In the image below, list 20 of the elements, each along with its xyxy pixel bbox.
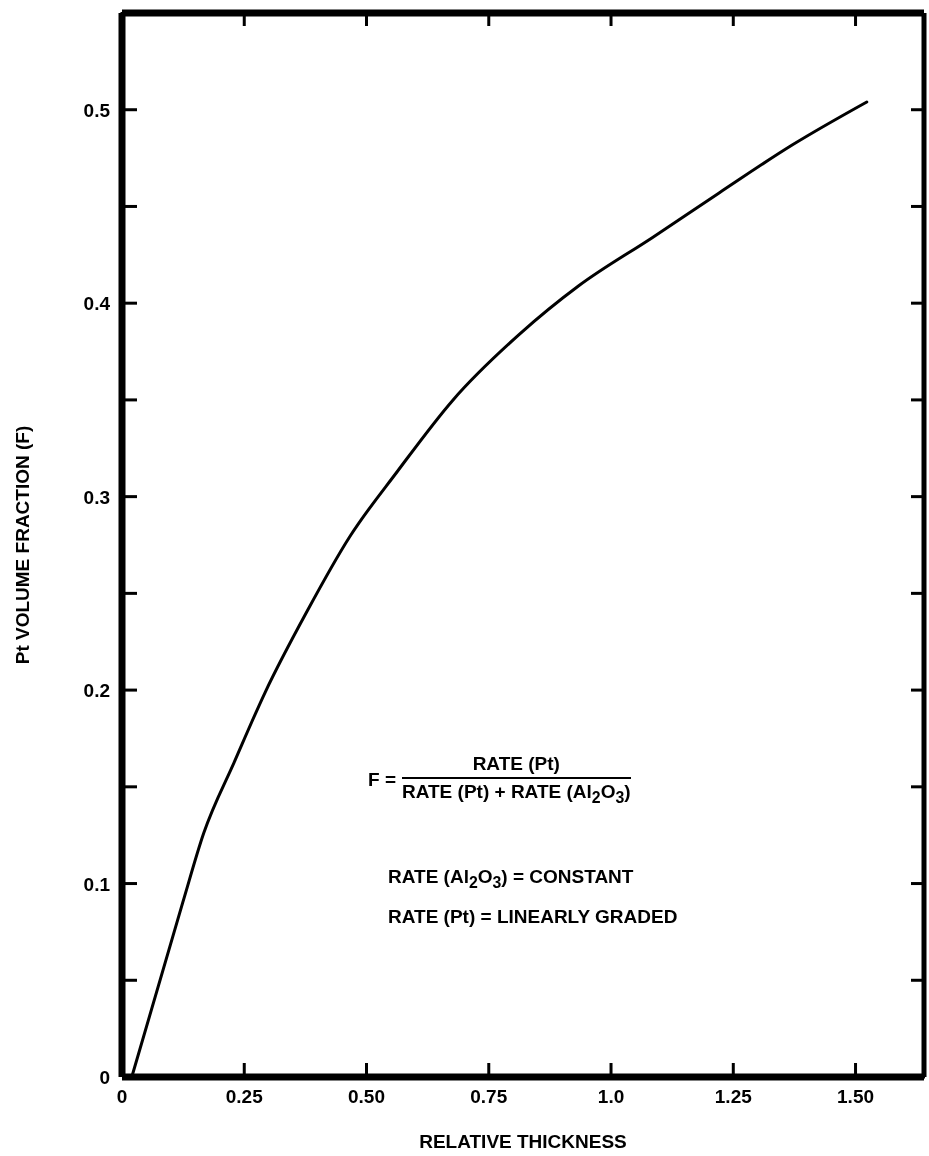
x-tick-label: 0.25 (225, 1086, 264, 1107)
y-tick-label: 0 (99, 1067, 110, 1088)
annotation: RATE (Pt) = LINEARLY GRADED (388, 906, 678, 928)
x-axis-title: RELATIVE THICKNESS (419, 1131, 627, 1152)
x-tick-label: 0.75 (470, 1086, 508, 1107)
annotation: RATE (Pt) + RATE (Al$_{2}$O$_{3}$) (401, 780, 631, 807)
annotation: RATE (Al$_{2}$O$_{3}$) = CONSTANT (388, 866, 634, 892)
y-tick-label: 0.1 (83, 873, 111, 895)
x-tick-label: 0 (116, 1086, 128, 1107)
annotation: RATE (Pt) (401, 753, 631, 779)
y-tick-label: 0.3 (83, 486, 110, 508)
y-tick-label: 0.2 (83, 680, 110, 702)
annotation: F = (368, 768, 396, 791)
x-tick-label: 1.0 (597, 1086, 625, 1107)
y-tick-label: 0.4 (83, 293, 111, 315)
y-axis-title: Pt VOLUME FRACTION (F) (11, 425, 33, 665)
x-tick-label: 1.25 (714, 1086, 753, 1107)
x-tick-label: 0.50 (348, 1086, 385, 1107)
x-tick-label: 1.50 (837, 1086, 875, 1107)
y-tick-label: 0.5 (83, 99, 111, 121)
